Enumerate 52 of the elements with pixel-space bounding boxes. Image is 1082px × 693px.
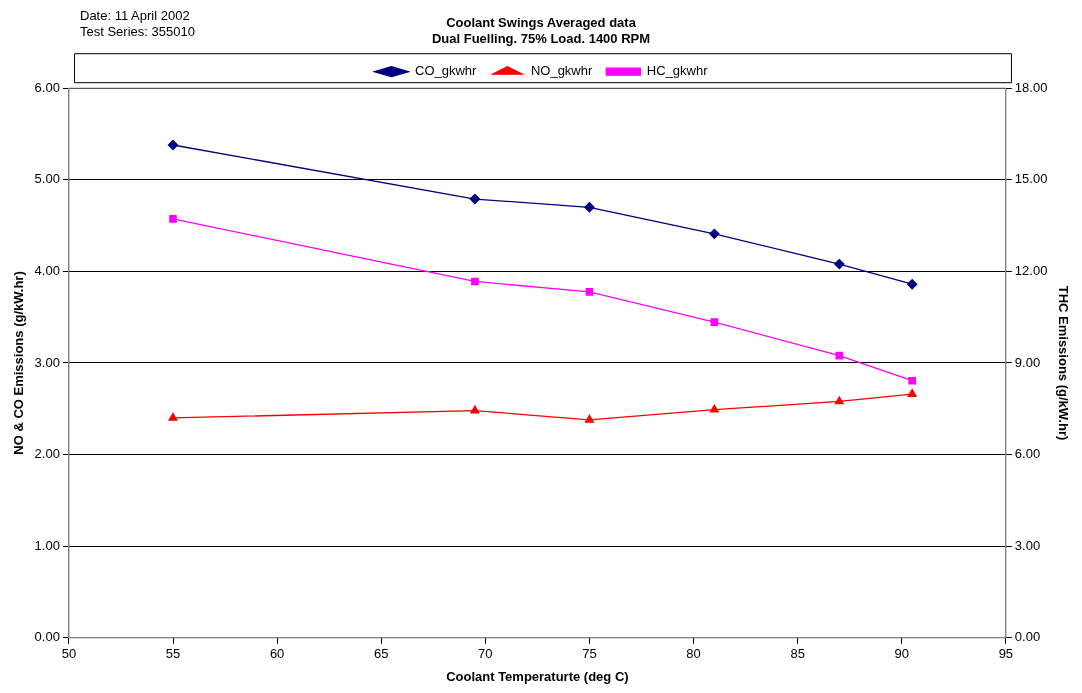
y2-tick-label: 0.00 bbox=[1014, 629, 1041, 645]
y2-tick-label: 15.00 bbox=[1014, 171, 1048, 187]
legend-label: HC_gkwhr bbox=[646, 63, 709, 79]
y-tick-label: 3.00 bbox=[34, 354, 60, 370]
y-tick-label: 4.00 bbox=[34, 262, 60, 278]
legend-label: NO_gkwhr bbox=[530, 63, 593, 79]
y-tick-label: 2.00 bbox=[34, 446, 60, 462]
x-tick-label: 85 bbox=[790, 646, 805, 662]
x-axis-title: Coolant Temperaturte (deg C) bbox=[446, 668, 629, 684]
point bbox=[907, 279, 918, 290]
point bbox=[709, 228, 720, 239]
y2-tick-label: 3.00 bbox=[1014, 537, 1041, 553]
point bbox=[834, 258, 845, 270]
y-axis-title: NO & CO Emissions (g/kW.hr) bbox=[11, 271, 27, 455]
point bbox=[710, 318, 719, 326]
point bbox=[584, 202, 595, 213]
x-tick-label: 90 bbox=[894, 646, 909, 662]
y2-axis-title: THC Emissions (g/kW.hr) bbox=[1055, 285, 1071, 441]
point bbox=[834, 396, 844, 405]
x-tick-label: 65 bbox=[373, 646, 389, 662]
point bbox=[584, 414, 594, 423]
y-tick-label: 0.00 bbox=[34, 629, 60, 645]
y2-tick-label: 9.00 bbox=[1014, 354, 1041, 370]
chart-title: Coolant Swings Averaged data bbox=[446, 15, 637, 31]
point bbox=[907, 388, 917, 398]
chart-subtitle: Dual Fuelling. 75% Load. 1400 RPM bbox=[431, 30, 651, 46]
point bbox=[585, 288, 594, 296]
y-tick-label: 1.00 bbox=[34, 537, 60, 553]
point bbox=[469, 193, 481, 205]
x-tick-label: 70 bbox=[478, 646, 493, 662]
legend-label: CO_gkwhr bbox=[415, 63, 478, 79]
x-tick-label: 95 bbox=[998, 646, 1014, 662]
point bbox=[709, 404, 719, 413]
x-tick-label: 55 bbox=[165, 646, 181, 662]
point bbox=[167, 139, 179, 151]
point bbox=[471, 277, 479, 286]
y2-tick-label: 12.00 bbox=[1014, 262, 1048, 278]
text: Test Series: 355010 bbox=[80, 24, 195, 40]
y2-tick-label: 6.00 bbox=[1014, 446, 1041, 462]
y2-tick-label: 18.00 bbox=[1014, 79, 1048, 95]
point bbox=[169, 215, 177, 223]
text: Date: 11 April 2002 bbox=[80, 8, 191, 24]
x-tick-label: 75 bbox=[582, 646, 597, 662]
x-tick-label: 80 bbox=[686, 646, 701, 662]
point bbox=[470, 405, 480, 414]
point bbox=[168, 412, 178, 421]
y-tick-label: 6.00 bbox=[34, 79, 60, 95]
x-tick-label: 50 bbox=[61, 646, 77, 662]
x-tick-label: 60 bbox=[269, 646, 285, 662]
y-tick-label: 5.00 bbox=[34, 171, 60, 187]
point bbox=[908, 376, 916, 385]
point bbox=[835, 351, 844, 360]
